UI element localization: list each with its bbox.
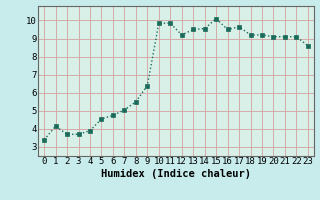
X-axis label: Humidex (Indice chaleur): Humidex (Indice chaleur) <box>101 169 251 179</box>
